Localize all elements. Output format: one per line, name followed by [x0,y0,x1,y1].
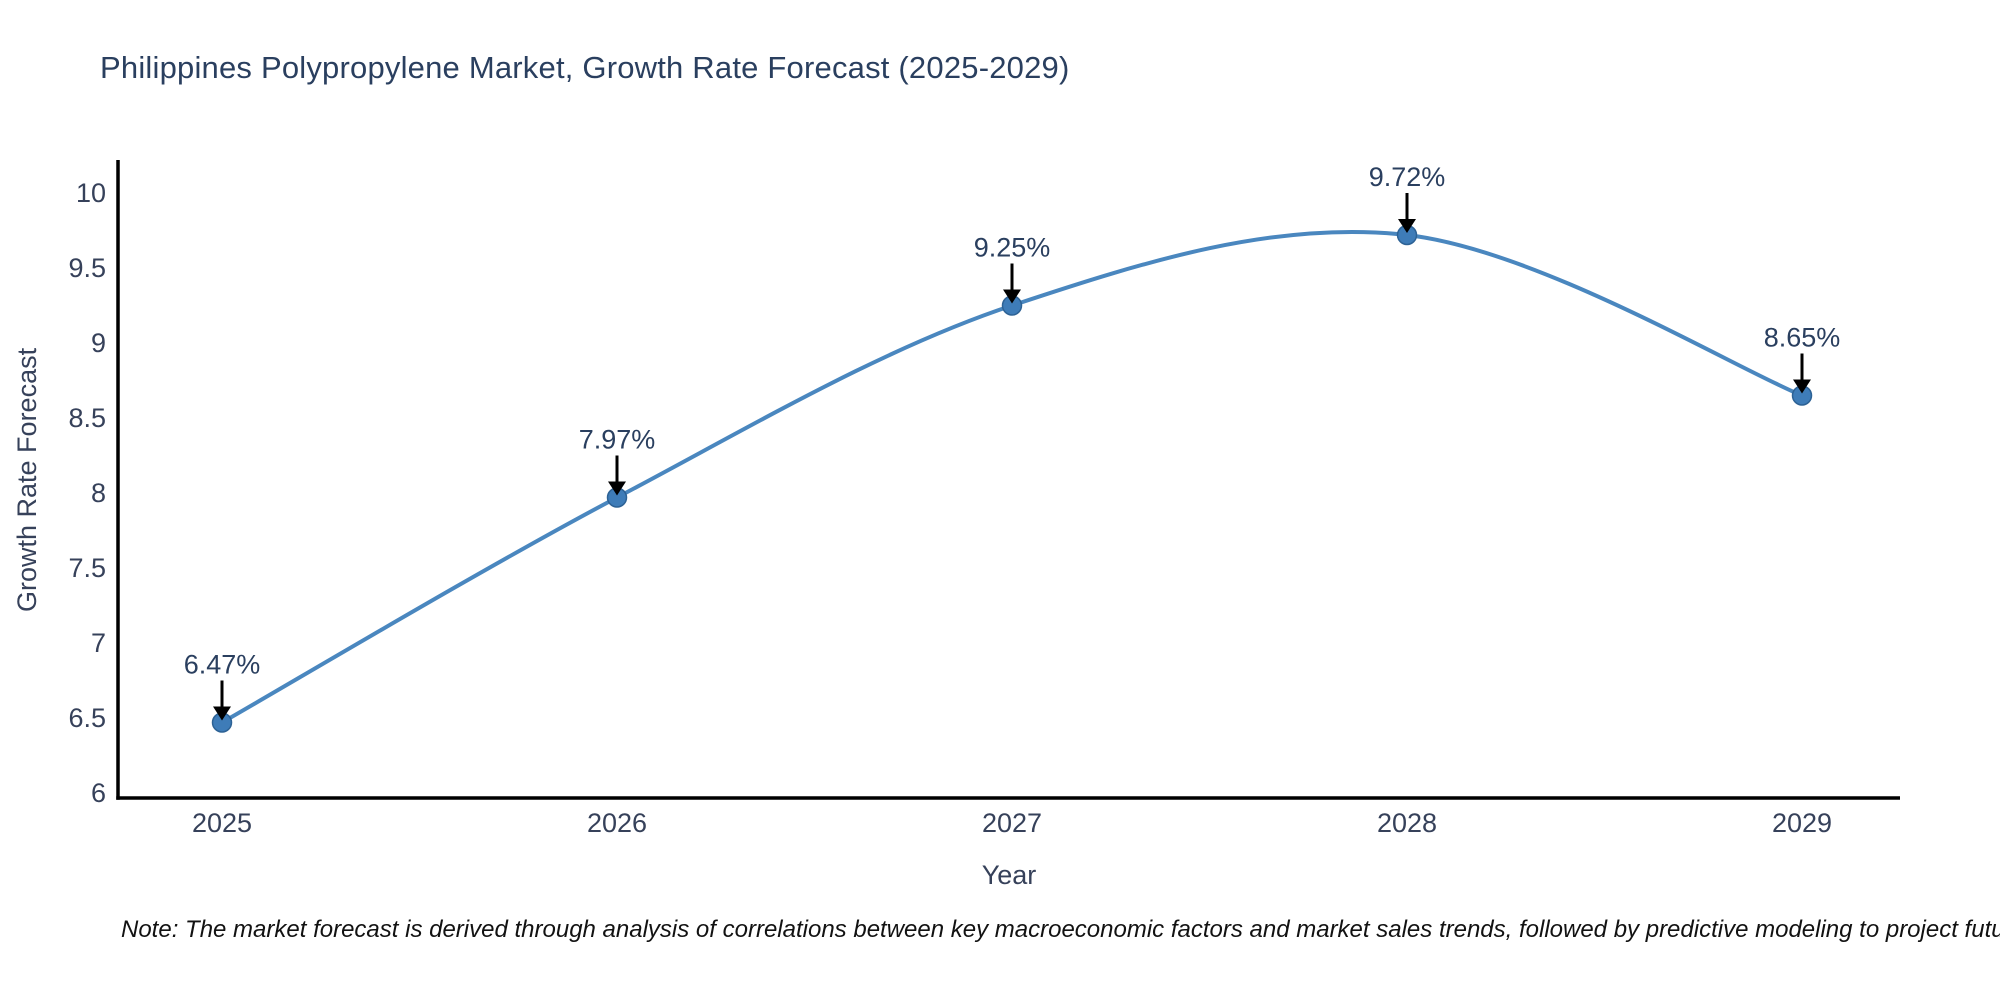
annotation-arrow-head [213,706,231,721]
y-tick-label: 7.5 [68,553,106,583]
y-tick-label: 8.5 [68,403,106,433]
x-tick-label: 2029 [1772,808,1832,838]
footnote: Note: The market forecast is derived thr… [121,916,2000,943]
x-axis-title: Year [981,860,1037,890]
y-axis-title: Growth Rate Forecast [12,347,42,613]
point-value-label: 6.47% [184,650,261,680]
y-tick-label: 9 [91,328,106,358]
point-value-label: 9.72% [1369,162,1446,192]
annotation-arrow-head [1398,219,1416,233]
y-tick-label: 9.5 [68,253,106,283]
y-tick-label: 7 [91,628,106,658]
y-tick-label: 8 [91,478,106,508]
y-tick-label: 10 [76,178,106,208]
point-value-label: 9.25% [974,233,1051,263]
annotation-arrow-head [608,481,626,496]
x-tick-label: 2027 [982,808,1042,838]
point-value-label: 7.97% [579,425,656,455]
annotation-arrow-head [1003,289,1021,304]
y-tick-label: 6.5 [68,703,106,733]
y-tick-label: 6 [91,778,106,808]
x-tick-label: 2026 [587,808,647,838]
point-value-label: 8.65% [1764,323,1841,353]
chart-title: Philippines Polypropylene Market, Growth… [100,50,1070,85]
annotation-arrow-head [1793,379,1811,394]
x-tick-label: 2028 [1377,808,1437,838]
x-tick-label: 2025 [192,808,252,838]
